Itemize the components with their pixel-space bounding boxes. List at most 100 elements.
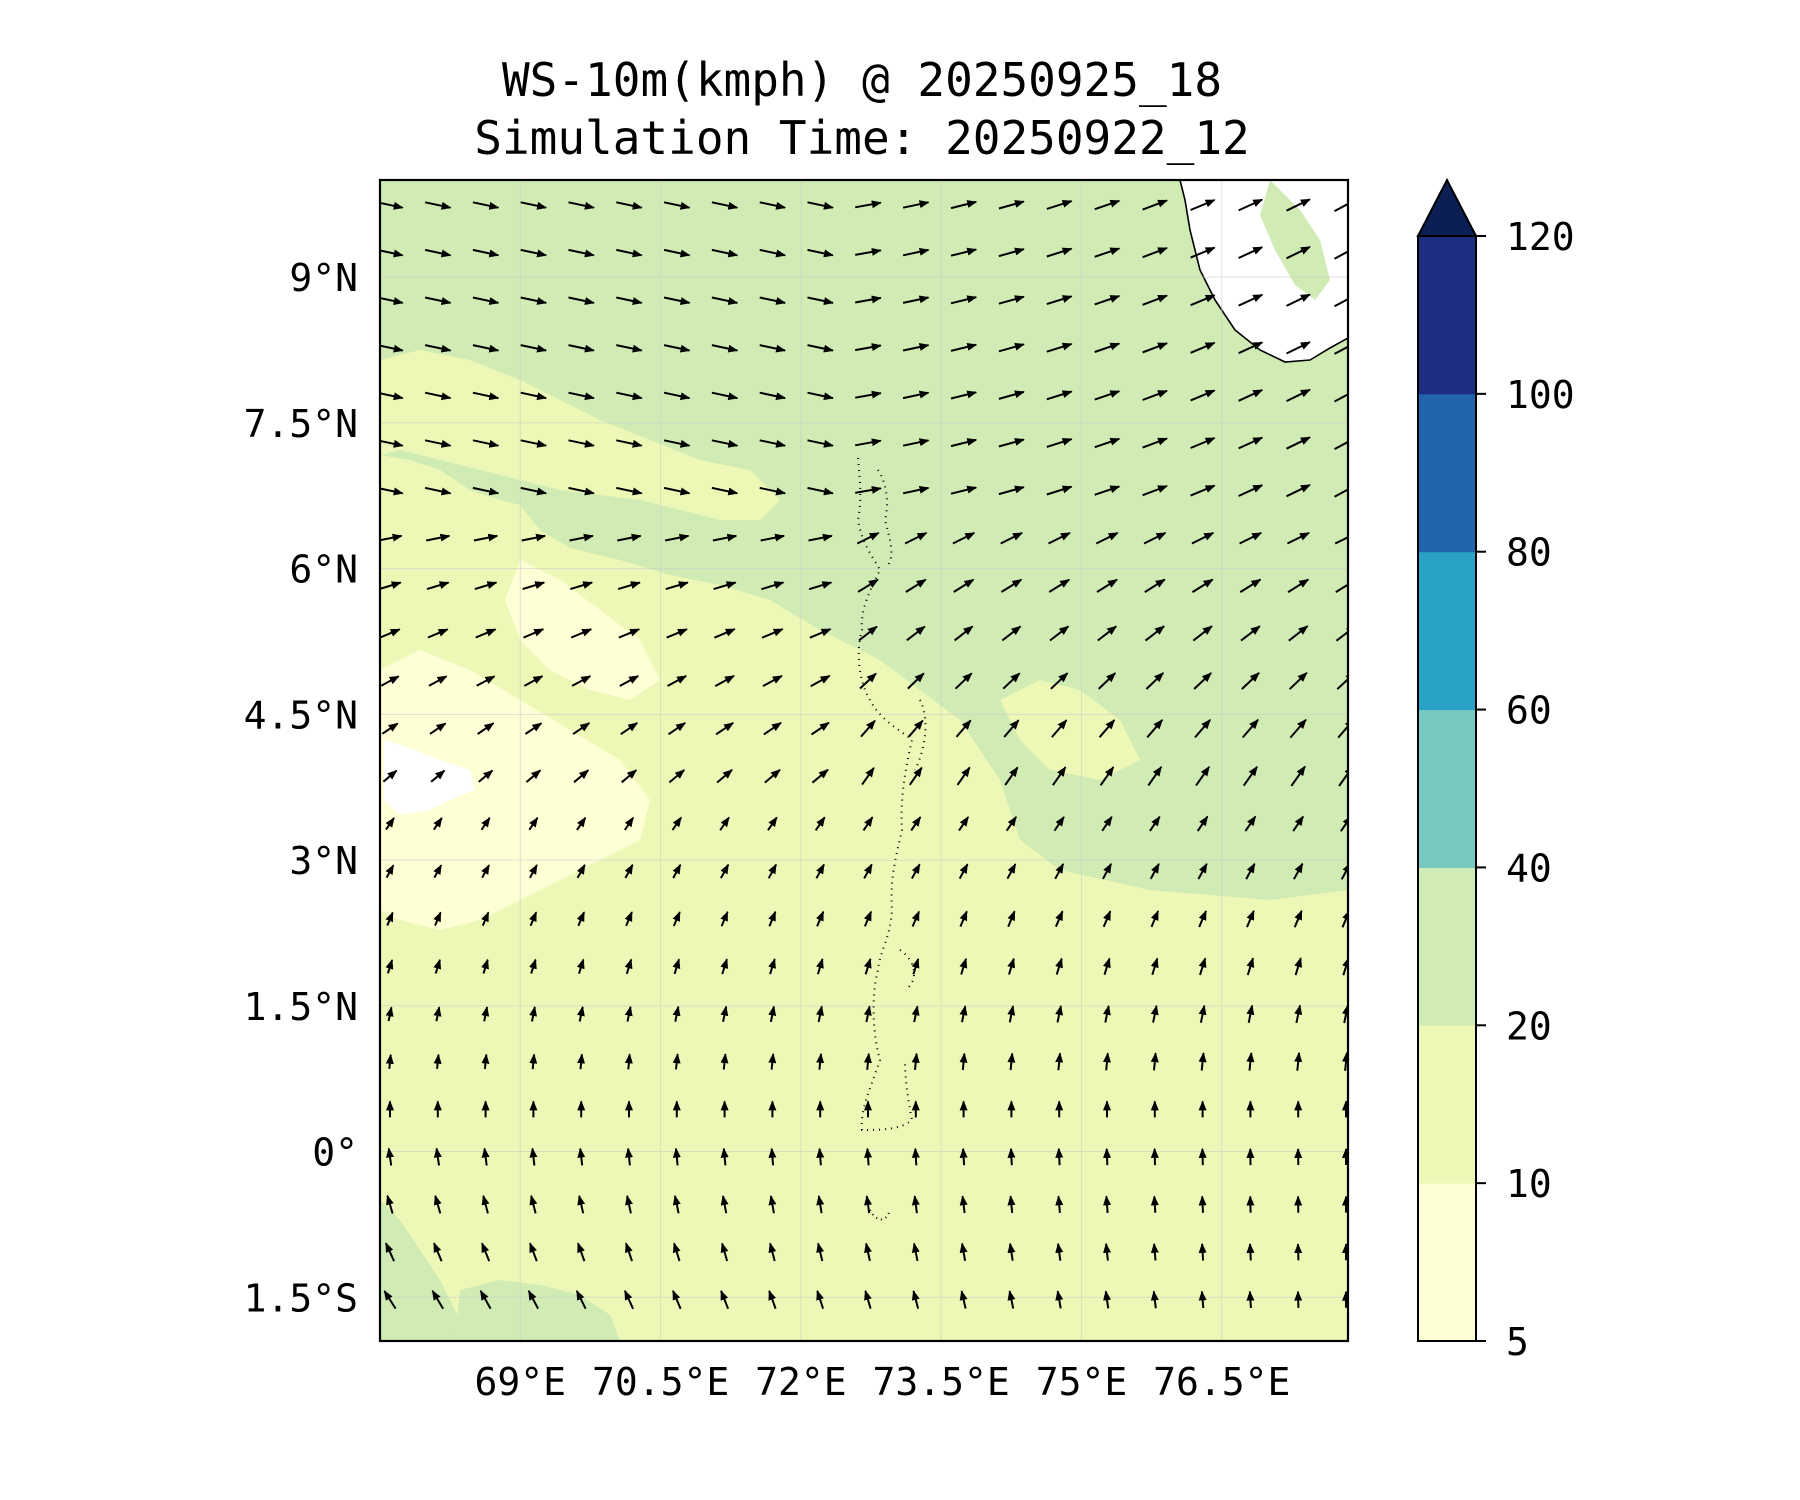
wind-arrow xyxy=(1000,578,1023,593)
wind-arrow xyxy=(911,1195,920,1214)
wind-arrow xyxy=(529,864,538,879)
wind-arrow xyxy=(625,1147,634,1166)
wind-arrow xyxy=(711,296,739,305)
wind-arrow xyxy=(1292,815,1305,832)
y-tick-label: 4.5°N xyxy=(244,693,358,737)
wind-arrow xyxy=(380,628,401,639)
wind-arrow xyxy=(855,247,882,256)
wind-arrow xyxy=(525,769,542,783)
wind-arrow xyxy=(1334,246,1348,260)
wind-arrow xyxy=(576,911,586,927)
wind-arrow xyxy=(385,958,394,974)
wind-arrow xyxy=(428,675,448,687)
x-tick-label: 72°E xyxy=(755,1360,847,1404)
contour-20-40-southwest xyxy=(380,1200,470,1341)
wind-arrow xyxy=(1055,1242,1064,1261)
wind-arrow xyxy=(1239,578,1262,593)
wind-arrow xyxy=(1145,672,1164,690)
wind-arrow xyxy=(998,485,1025,496)
wind-arrow xyxy=(1048,578,1071,593)
wind-arrow xyxy=(424,201,452,210)
wind-arrow xyxy=(1193,672,1212,690)
wind-arrow xyxy=(911,910,920,927)
wind-arrow xyxy=(855,485,882,494)
wind-arrow xyxy=(1046,485,1073,496)
wind-arrow xyxy=(473,533,499,542)
wind-arrow xyxy=(481,1147,490,1166)
wind-arrow xyxy=(1007,1005,1016,1023)
wind-arrow xyxy=(576,864,586,879)
wind-arrow xyxy=(1286,341,1311,355)
wind-arrow xyxy=(908,766,923,786)
wind-arrow xyxy=(814,816,826,831)
wind-arrow xyxy=(959,1242,968,1261)
map-frame xyxy=(378,178,1350,1343)
wind-arrow xyxy=(720,910,729,927)
wind-arrow xyxy=(1054,910,1064,928)
wind-arrow xyxy=(663,391,691,401)
wind-arrow xyxy=(1144,625,1165,642)
wind-arrow xyxy=(667,675,687,687)
wind-arrow xyxy=(1294,1051,1303,1071)
wind-arrow xyxy=(529,1053,538,1070)
wind-arrow xyxy=(624,863,634,879)
wind-arrow xyxy=(1103,1290,1112,1309)
wind-arrow xyxy=(384,1242,396,1262)
wind-arrow xyxy=(472,486,500,496)
wind-arrow xyxy=(1190,246,1216,259)
colorbar: 5 10 20 40 60 80 100 120 xyxy=(1416,177,1575,1364)
wind-arrow xyxy=(481,1242,491,1262)
wind-arrow xyxy=(768,958,776,975)
x-tick-label: 70.5°E xyxy=(592,1360,729,1404)
wind-arrow xyxy=(720,1289,730,1310)
wind-arrow xyxy=(529,1006,538,1022)
wind-arrow xyxy=(807,296,834,305)
wind-arrow xyxy=(672,1242,681,1262)
wind-arrow xyxy=(672,958,681,975)
wind-arrow xyxy=(1052,766,1067,786)
wind-arrow xyxy=(911,1005,920,1023)
wind-arrow xyxy=(672,863,682,879)
wind-arrow xyxy=(572,722,591,735)
wind-arrow xyxy=(667,722,686,736)
wind-arrow xyxy=(568,201,595,210)
wind-arrow xyxy=(711,344,739,353)
wind-arrow xyxy=(577,1053,586,1070)
wind-arrow xyxy=(720,1053,729,1070)
wind-arrow xyxy=(1190,199,1216,211)
wind-arrow xyxy=(1050,672,1069,690)
wind-arrow xyxy=(1094,390,1121,401)
wind-arrow xyxy=(1198,1004,1207,1023)
wind-arrow xyxy=(1335,625,1348,642)
wind-arrow xyxy=(759,486,787,496)
wind-arrow xyxy=(520,296,548,305)
wind-arrow xyxy=(520,201,548,210)
wind-arrow xyxy=(816,1289,825,1310)
wind-arrow xyxy=(807,439,834,448)
wind-arrow xyxy=(911,957,920,975)
y-axis-tick-labels: 9°N 7.5°N 6°N 4.5°N 3°N 1.5°N 0° 1.5°S xyxy=(244,256,358,1320)
wind-arrow xyxy=(950,390,978,400)
wind-arrow xyxy=(1340,815,1348,832)
wind-arrow xyxy=(663,344,691,353)
wind-arrow xyxy=(1004,766,1019,786)
colorbar-segment xyxy=(1418,867,1476,1026)
wind-arrow xyxy=(1142,437,1168,449)
wind-arrow xyxy=(625,1242,633,1262)
wind-arrow xyxy=(1103,1242,1112,1261)
wind-arrow xyxy=(430,769,446,783)
wind-arrow xyxy=(950,200,978,210)
wind-arrow xyxy=(1142,389,1168,401)
wind-arrow xyxy=(671,816,682,831)
contour-below-5 xyxy=(384,740,475,815)
wind-arrow xyxy=(666,628,688,639)
wind-arrow xyxy=(759,201,787,210)
wind-arrow xyxy=(768,1053,777,1070)
wind-arrow xyxy=(1046,247,1073,258)
wind-arrow xyxy=(863,1052,872,1070)
wind-arrow xyxy=(816,958,824,975)
wind-arrow xyxy=(624,1053,633,1070)
wind-arrow xyxy=(616,391,643,401)
wind-arrow xyxy=(816,1195,825,1214)
y-tick-label: 3°N xyxy=(289,839,358,883)
